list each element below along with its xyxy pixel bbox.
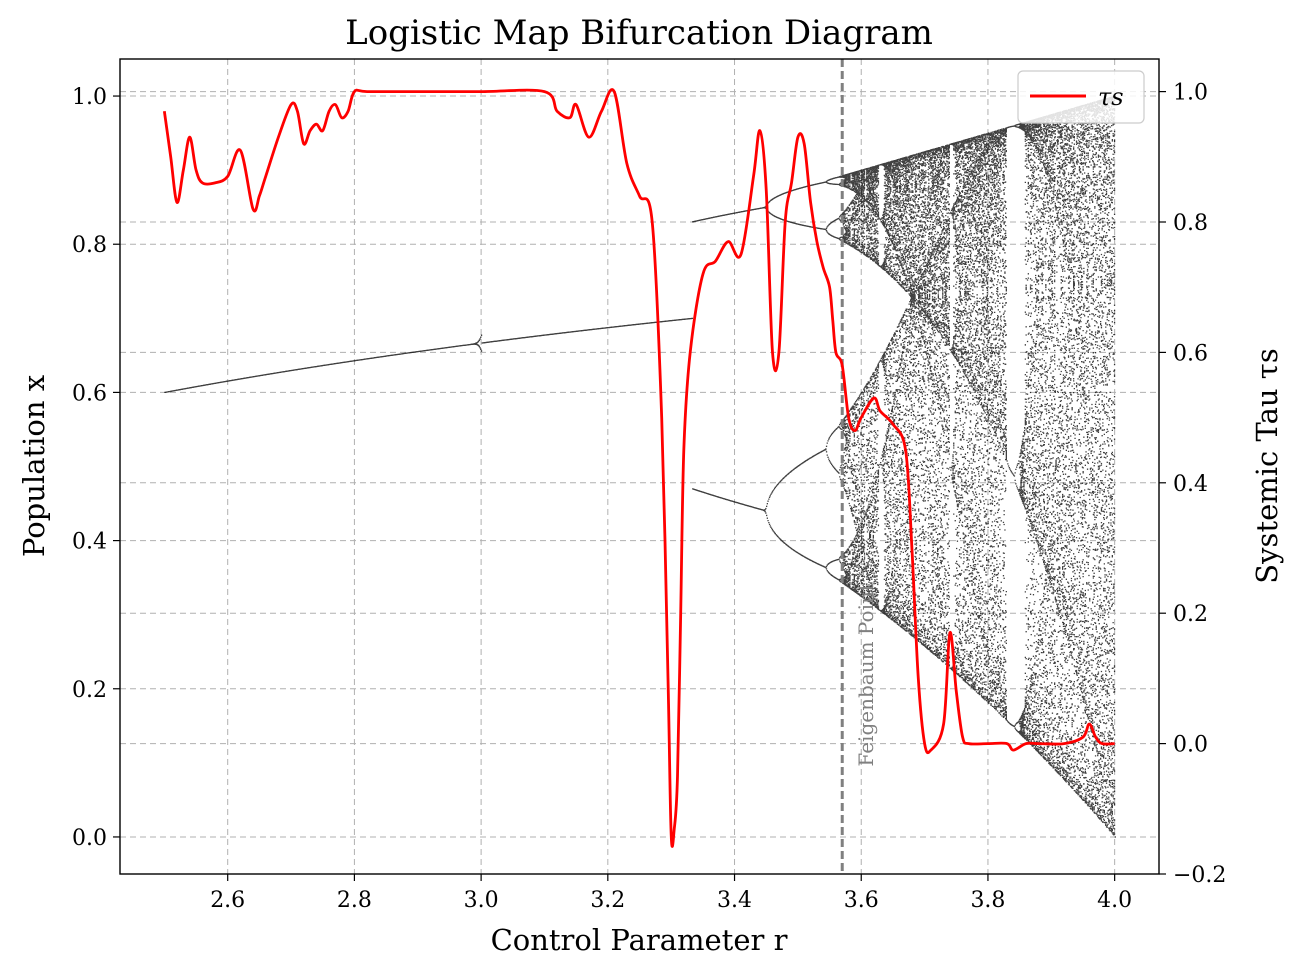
y-tick-label: 0.6	[72, 381, 107, 406]
x-tick-label: 3.8	[970, 888, 1005, 913]
x-tick-label: 4.0	[1097, 888, 1132, 913]
y2-tick-label: 0.4	[1173, 472, 1208, 497]
y-tick-label: 0.8	[72, 233, 107, 258]
x-tick-label: 3.2	[590, 888, 625, 913]
tau-series-line	[162, 88, 1115, 848]
legend: τs	[1017, 70, 1145, 124]
y-tick-label: 0.4	[72, 530, 107, 555]
y2-tick-label: 1.0	[1173, 81, 1208, 106]
x-tick-label: 3.0	[464, 888, 499, 913]
y2-tick-label: 0.8	[1173, 211, 1208, 236]
y2-axis-label: Systemic Tau τs	[1250, 348, 1284, 583]
y2-axis-ticks: −0.2 0.0 0.2 0.4 0.6 0.8 1.0	[1159, 81, 1226, 888]
y-tick-label: 1.0	[72, 85, 107, 110]
bifurcation-points	[164, 95, 1116, 838]
y-tick-label: 0.2	[72, 678, 107, 703]
y-axis-ticks: 0.0 0.2 0.4 0.6 0.8 1.0	[72, 85, 120, 851]
x-tick-label: 2.6	[210, 888, 245, 913]
x-axis-label: Control Parameter r	[491, 923, 788, 957]
plot-frame	[119, 58, 1160, 875]
y2-tick-label: 0.6	[1173, 341, 1208, 366]
y-tick-label: 0.0	[72, 826, 107, 851]
y2-tick-label: 0.0	[1173, 733, 1208, 758]
y-axis-label: Population x	[17, 375, 51, 557]
legend-entry: τs	[1098, 83, 1124, 111]
bifurcation-scatter	[164, 95, 1116, 838]
x-axis-ticks: 2.6 2.8 3.0 3.2 3.4 3.6 3.8 4.0	[210, 874, 1132, 913]
y2-tick-label: 0.2	[1173, 602, 1208, 627]
chart-title: Logistic Map Bifurcation Diagram	[345, 13, 933, 53]
feigenbaum-label: Feigenbaum Point	[854, 583, 878, 766]
y2-tick-label: −0.2	[1173, 863, 1226, 888]
x-tick-label: 3.6	[844, 888, 879, 913]
x-tick-label: 3.4	[717, 888, 752, 913]
x-tick-label: 2.8	[337, 888, 372, 913]
